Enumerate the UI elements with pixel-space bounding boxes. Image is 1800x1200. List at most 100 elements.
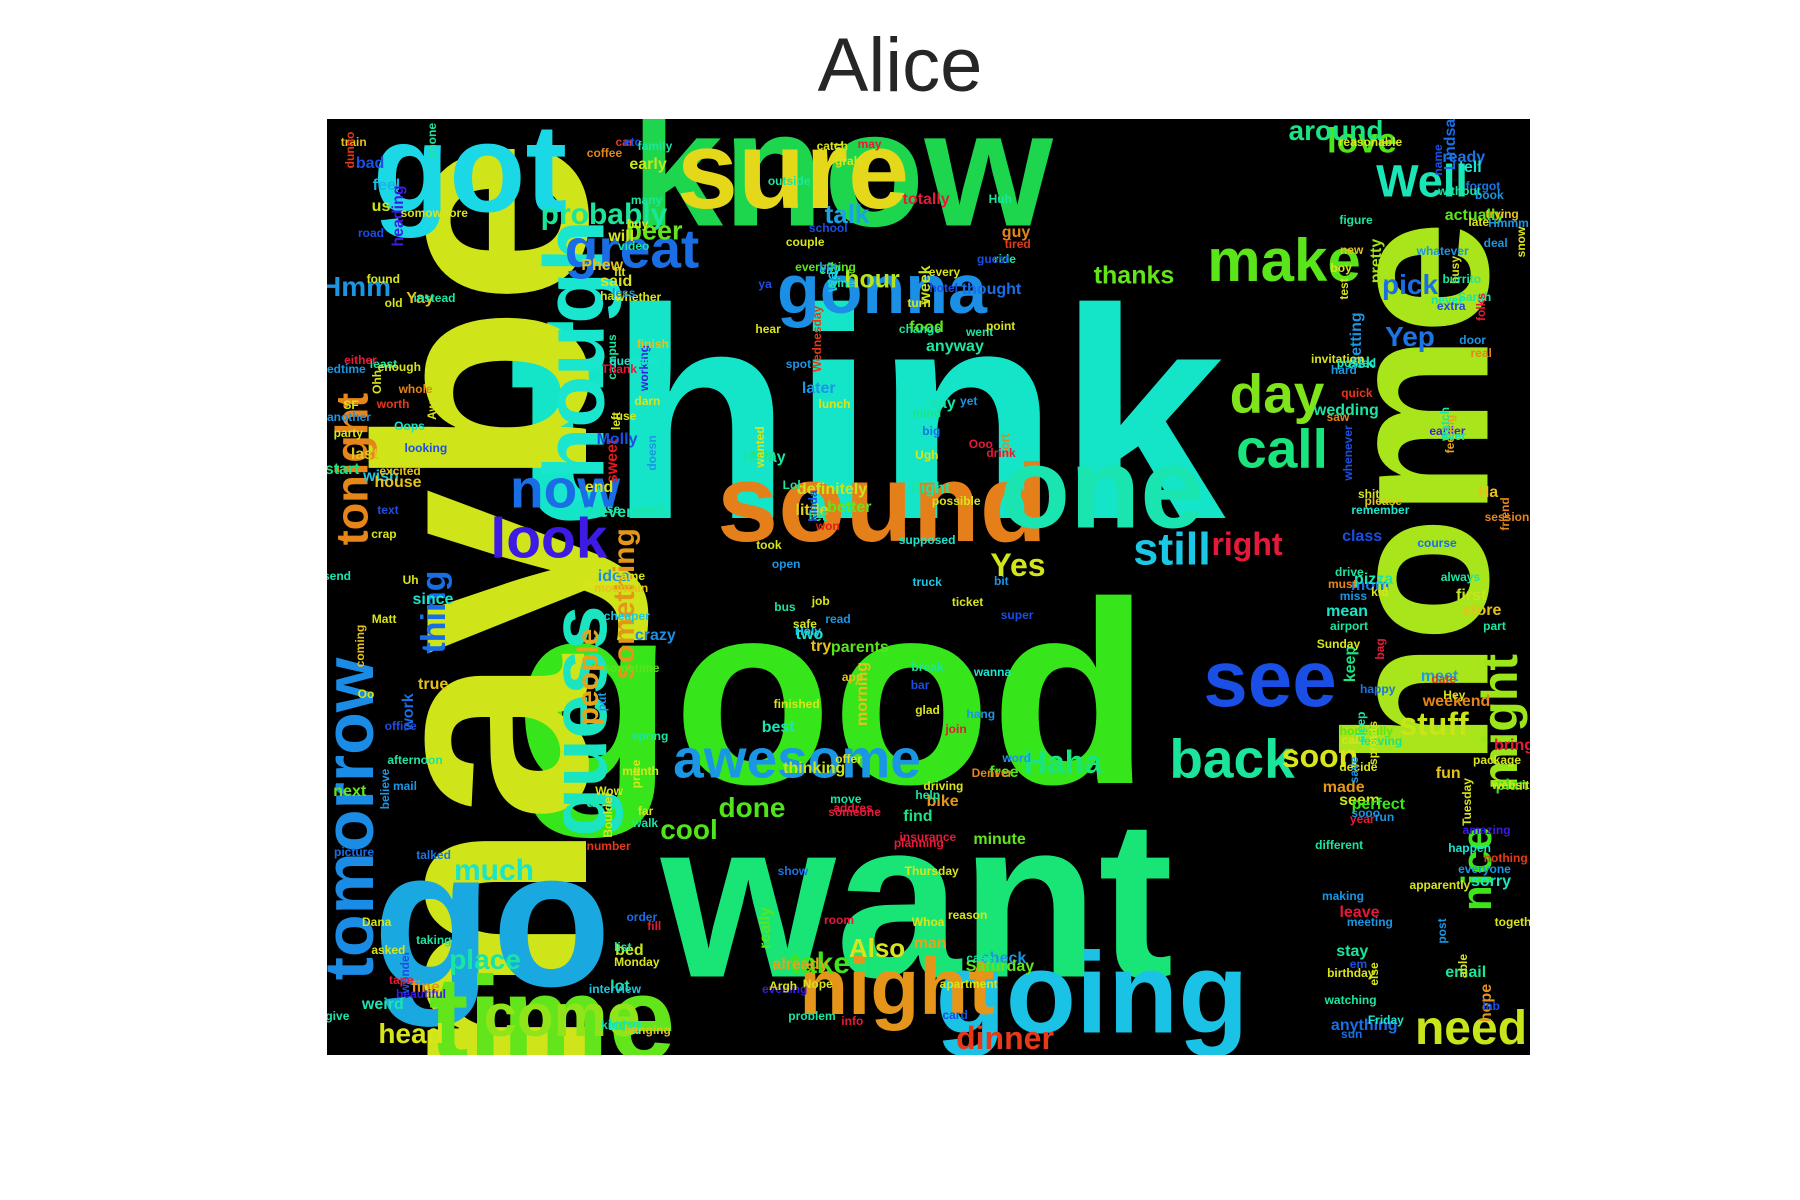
cloud-word: see — [1203, 634, 1337, 723]
cloud-word: text — [377, 502, 399, 517]
cloud-word: meet — [1420, 667, 1459, 685]
cloud-word: posted — [1336, 355, 1377, 370]
cloud-word: addres — [833, 801, 873, 816]
cloud-word: lab — [1482, 998, 1500, 1013]
cloud-word: info — [841, 1014, 864, 1029]
cloud-word: Hmm — [327, 271, 392, 302]
cloud-word: Phew — [581, 256, 624, 274]
cloud-word: wanted — [752, 426, 767, 468]
cloud-word: kinda — [806, 490, 821, 523]
cloud-word: Thank — [601, 361, 637, 376]
cloud-word: ready — [1442, 149, 1486, 167]
cloud-word: Friday — [1367, 1013, 1404, 1028]
cloud-word: together — [1494, 915, 1530, 930]
cloud-word: better — [827, 499, 872, 517]
cloud-word: great — [564, 217, 700, 280]
cloud-word: part — [1483, 619, 1506, 634]
cloud-word: phone — [424, 122, 439, 159]
cloud-word: free — [989, 764, 1019, 782]
cloud-word: call — [1236, 417, 1328, 480]
cloud-word: might — [1472, 653, 1528, 791]
cloud-word: coming — [352, 624, 367, 668]
cloud-word: believe — [377, 768, 392, 810]
cloud-word: Sunday — [1316, 637, 1361, 652]
cloud-word: said — [600, 272, 633, 290]
cloud-word: mom — [1350, 576, 1390, 594]
cloud-word: old — [384, 296, 403, 311]
cloud-word: bar — [910, 677, 930, 692]
cloud-word: run — [1374, 809, 1395, 824]
cloud-word: break — [911, 660, 944, 675]
cloud-word: invitation — [1311, 351, 1365, 366]
cloud-word: beautiful — [396, 986, 447, 1001]
cloud-word: Holy — [794, 624, 821, 639]
cloud-word: anything — [1330, 1016, 1398, 1034]
cloud-word: cheaper — [603, 609, 650, 624]
cloud-word: use — [615, 408, 637, 423]
cloud-word: safe — [792, 617, 817, 632]
cloud-word: Yep — [1385, 321, 1435, 352]
cloud-word: finished — [773, 696, 820, 711]
cloud-word: Wednesday — [809, 306, 824, 373]
cloud-word: talk — [824, 199, 870, 229]
cloud-word: night — [799, 942, 995, 1031]
cloud-word: month — [622, 764, 659, 779]
cloud-word: good — [514, 549, 1150, 839]
cloud-word: spot — [785, 356, 812, 371]
cloud-word: list — [614, 939, 632, 954]
cloud-word: enough — [377, 360, 421, 375]
cloud-word: offer — [835, 752, 862, 767]
cloud-word: Oo — [357, 687, 375, 701]
cloud-word: went — [965, 324, 994, 339]
cloud-word: Oops — [394, 418, 425, 433]
cloud-word: birthday — [1327, 965, 1375, 980]
cloud-word: quick — [1341, 386, 1373, 401]
cloud-word: late — [1468, 215, 1490, 230]
cloud-word: sound — [717, 442, 1047, 565]
cloud-word: guy — [1001, 223, 1031, 241]
cloud-word: door — [1459, 333, 1486, 348]
cloud-word: worth — [376, 396, 410, 411]
cloud-word: ride — [993, 252, 1016, 267]
cloud-word: room — [824, 913, 855, 928]
cloud-word: try — [810, 638, 832, 656]
cloud-word: ask — [1347, 354, 1375, 372]
cloud-word: beer — [625, 215, 683, 246]
cloud-word: test — [1337, 278, 1352, 300]
cloud-word: mean — [1326, 602, 1368, 620]
cloud-word: number — [586, 838, 631, 853]
cloud-word: back — [1169, 727, 1295, 790]
cloud-word: glad — [915, 702, 940, 717]
cloud-word: least — [369, 357, 398, 372]
cloud-word: start — [327, 460, 360, 478]
cloud-word: move — [830, 791, 862, 806]
cloud-word: tell — [1458, 158, 1482, 176]
cloud-word: package — [1472, 753, 1522, 768]
cloud-word: pretty — [1367, 239, 1385, 284]
cloud-word: darn — [634, 393, 661, 408]
cloud-word: may — [857, 136, 882, 151]
cloud-word: flight — [911, 479, 951, 497]
cloud-word: please — [1364, 493, 1402, 508]
cloud-word: next — [333, 782, 367, 800]
cloud-word: Thursday — [904, 863, 959, 878]
cloud-word: meeting — [1346, 915, 1393, 930]
cloud-word: Yes — [990, 547, 1046, 583]
cloud-word: course — [1417, 535, 1457, 550]
cloud-word: will — [608, 227, 635, 245]
cloud-word: SF — [343, 398, 359, 413]
cloud-word: pick — [1381, 269, 1439, 300]
cloud-word: job — [811, 593, 830, 608]
cloud-word: always — [1440, 569, 1481, 584]
cloud-word: save — [1347, 756, 1362, 783]
cloud-word: looking — [404, 440, 448, 455]
cloud-word: still — [1133, 523, 1211, 575]
cloud-word: Hey — [1443, 687, 1466, 702]
cloud-word: excited — [379, 464, 421, 479]
cloud-word: city — [819, 263, 841, 278]
cloud-word: Ha — [1477, 484, 1499, 502]
cloud-word: gonna — [777, 250, 987, 328]
cloud-word: thing — [415, 570, 453, 654]
cloud-word: soon — [1281, 738, 1359, 774]
cloud-word: help — [915, 787, 941, 802]
